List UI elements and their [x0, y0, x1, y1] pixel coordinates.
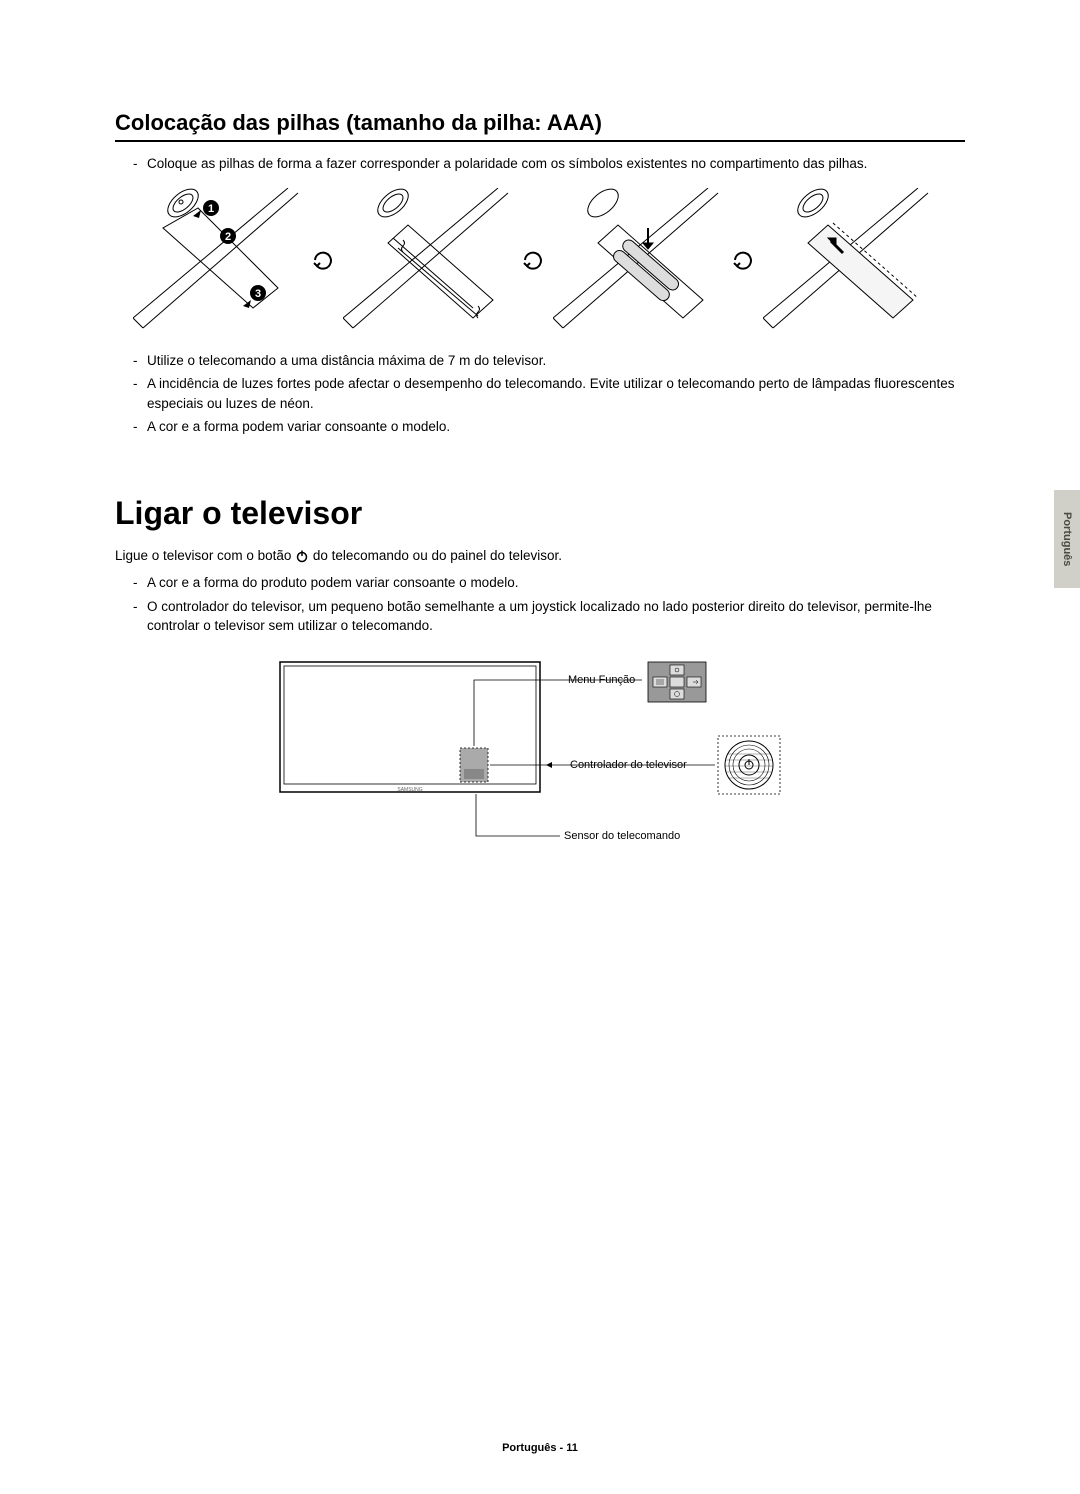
battery-step-3-panel	[553, 188, 723, 333]
intro-before: Ligue o televisor com o botão	[115, 548, 295, 563]
menu-label: Menu Função	[568, 674, 635, 686]
arrow-icon	[521, 248, 545, 272]
battery-top-bullets: Coloque as pilhas de forma a fazer corre…	[115, 154, 965, 174]
battery-step-4-panel	[763, 188, 933, 333]
power-on-intro: Ligue o televisor com o botão do telecom…	[115, 548, 965, 563]
battery-step-1-panel: 1 2 3	[133, 188, 303, 333]
bullet-item: O controlador do televisor, um pequeno b…	[133, 597, 965, 636]
arrow-icon	[311, 248, 335, 272]
power-icon	[295, 549, 309, 563]
power-on-heading: Ligar o televisor	[115, 495, 965, 532]
bullet-item: Coloque as pilhas de forma a fazer corre…	[133, 154, 965, 174]
bullet-item: A cor e a forma do produto podem variar …	[133, 573, 965, 593]
bullet-item: A cor e a forma podem variar consoante o…	[133, 417, 965, 437]
tv-diagram-wrap: SAMSUNG	[115, 654, 965, 854]
language-tab: Português	[1054, 490, 1080, 588]
intro-after: do telecomando ou do painel do televisor…	[309, 548, 562, 563]
power-on-bullets: A cor e a forma do produto podem variar …	[115, 573, 965, 636]
bullet-item: A incidência de luzes fortes pode afecta…	[133, 374, 965, 413]
sensor-label: Sensor do telecomando	[564, 830, 680, 842]
step-marker-3: 3	[255, 288, 261, 300]
page-footer: Português - 11	[0, 1442, 1080, 1454]
battery-section-heading: Colocação das pilhas (tamanho da pilha: …	[115, 110, 965, 142]
step-marker-2: 2	[225, 231, 231, 243]
battery-diagram-row: 1 2 3	[133, 188, 965, 333]
arrow-icon	[731, 248, 755, 272]
language-tab-text: Português	[1061, 512, 1073, 566]
battery-bottom-bullets: Utilize o telecomando a uma distância má…	[115, 351, 965, 437]
svg-text:SAMSUNG: SAMSUNG	[397, 787, 422, 793]
step-marker-1: 1	[208, 203, 214, 215]
battery-step-2-panel	[343, 188, 513, 333]
tv-diagram: SAMSUNG	[270, 654, 810, 854]
controller-label: Controlador do televisor	[570, 759, 687, 771]
bullet-item: Utilize o telecomando a uma distância má…	[133, 351, 965, 371]
